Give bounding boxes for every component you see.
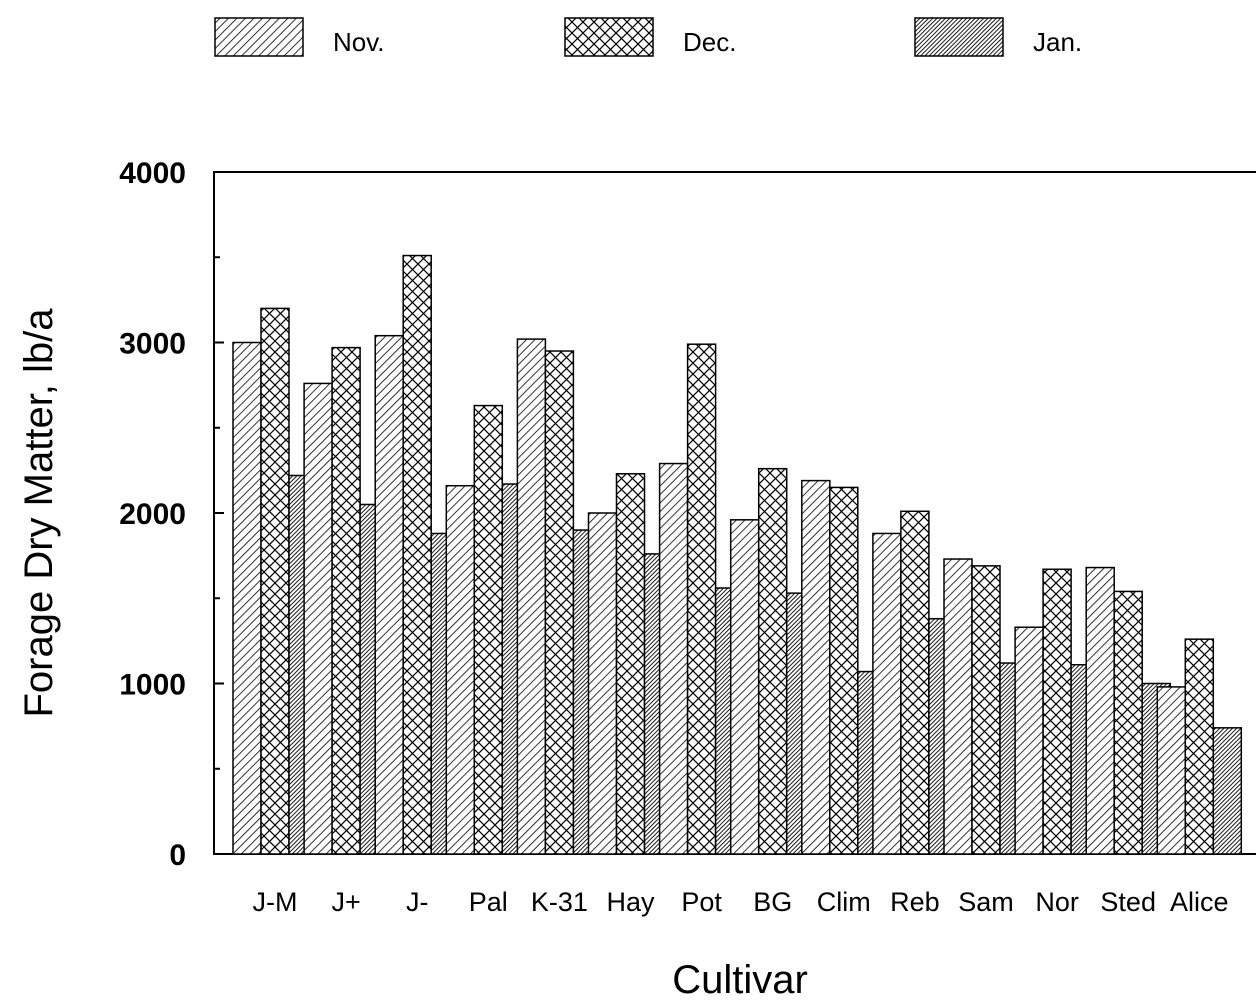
bar-jm-nov [232, 341, 262, 855]
y-tick-label: 4000 [119, 157, 186, 190]
bar-j-dec [402, 254, 432, 855]
legend-swatch [564, 17, 654, 57]
bar-bg-nov [729, 519, 760, 855]
legend-swatch [914, 17, 1004, 57]
bar-reb-dec [900, 510, 930, 855]
bar-k31-nov [516, 338, 547, 855]
bar-alice-nov [1156, 686, 1187, 855]
bar-reb-nov [872, 532, 902, 855]
bars [232, 254, 1243, 855]
bar-clim-nov [801, 479, 831, 855]
y-tick-label: 3000 [119, 328, 186, 361]
x-category-label: Reb [890, 887, 940, 917]
bar-hay-nov [587, 512, 618, 855]
bar-j-dec [331, 346, 361, 855]
bar-pot-nov [658, 462, 689, 855]
bar-sam-nov [943, 558, 973, 855]
y-tick-label: 2000 [119, 498, 186, 531]
bar-alice-jan [1212, 727, 1243, 855]
x-category-label: K-31 [531, 887, 588, 917]
x-category-label: Sted [1100, 887, 1156, 917]
x-category-label: Sam [958, 887, 1014, 917]
x-category-label: Pal [469, 887, 508, 917]
legend-label: Nov. [333, 27, 385, 57]
x-category-label: J+ [331, 887, 360, 917]
bar-pal-nov [445, 484, 476, 855]
legend-label: Dec. [683, 27, 736, 57]
bar-pal-dec [473, 404, 504, 855]
x-category-label: Clim [817, 887, 871, 917]
bar-nor-nov [1014, 626, 1044, 855]
legend-swatch [214, 17, 304, 57]
x-category-label: Nor [1035, 887, 1079, 917]
x-category-label: Pot [681, 887, 722, 917]
x-category-label: J-M [253, 887, 298, 917]
x-category-label: J- [406, 887, 429, 917]
bar-sam-dec [971, 565, 1001, 855]
y-axis: 0 1000 2000 3000 4000 [119, 157, 224, 872]
x-category-label: BG [753, 887, 792, 917]
bar-bg-dec [757, 467, 788, 855]
bar-hay-dec [615, 473, 646, 855]
bar-j-nov [303, 382, 333, 855]
bar-alice-dec [1184, 638, 1215, 855]
bar-sted-nov [1085, 566, 1115, 855]
bar-nor-dec [1042, 568, 1072, 855]
x-axis-title: Cultivar [672, 958, 808, 1000]
y-tick-label: 1000 [119, 669, 186, 702]
bar-jm-dec [260, 307, 290, 855]
y-tick-label: 0 [169, 839, 186, 872]
x-axis: J-M J+ J- Pal K-31 Hay Pot BG Clim Reb Sam Nor Sted A… [253, 887, 1229, 917]
bar-k31-dec [544, 350, 575, 855]
x-category-label: Alice [1170, 887, 1229, 917]
bar-j-nov [374, 334, 404, 855]
y-axis-title: Forage Dry Matter, lb/a [17, 308, 61, 718]
legend: Nov. Dec. Jan. [214, 17, 1082, 57]
x-category-label: Hay [606, 887, 655, 917]
bar-sted-dec [1113, 590, 1143, 855]
bar-pot-dec [686, 343, 717, 855]
bar-clim-dec [829, 486, 859, 855]
legend-label: Jan. [1033, 27, 1082, 57]
